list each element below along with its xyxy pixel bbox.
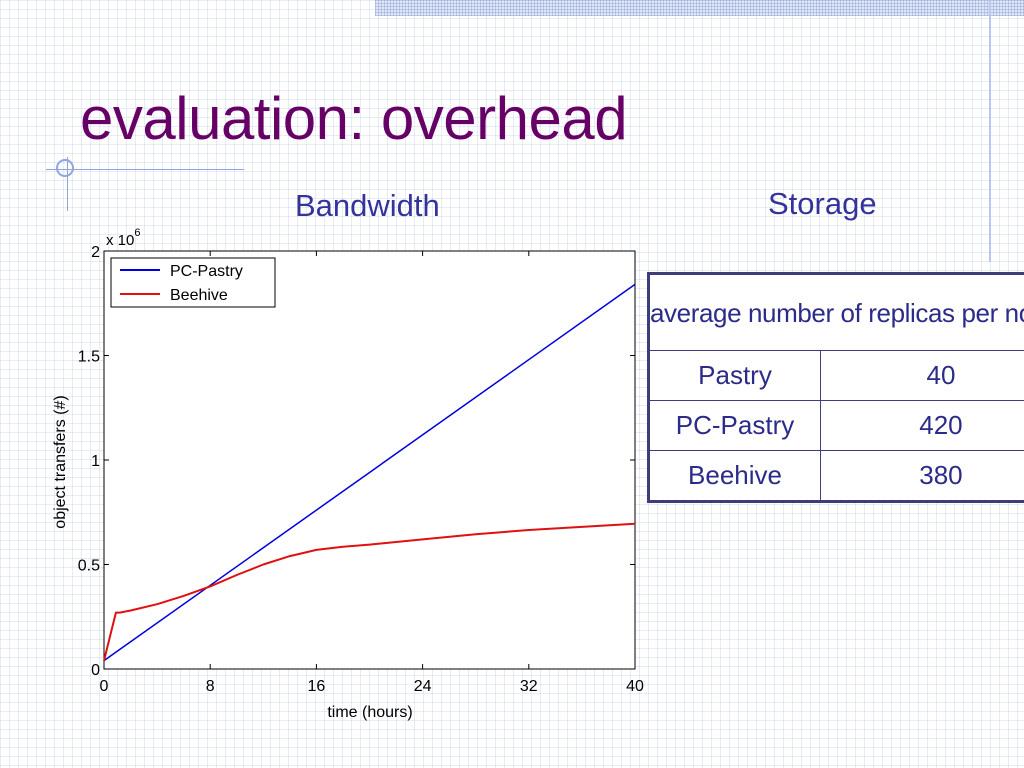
y-tick-label: 1.5: [78, 349, 100, 366]
storage-row-name: PC-Pastry: [648, 400, 821, 451]
table-row: Beehive 380: [648, 450, 1024, 502]
y-axis-label: object transfers (#): [52, 395, 69, 528]
storage-label: Storage: [768, 186, 877, 221]
right-decorative-rule: [989, 0, 991, 262]
table-row: Pastry 40: [648, 350, 1024, 401]
series-line-beehive: [103, 522, 636, 661]
chart-series: [103, 283, 636, 662]
storage-row-value: 40: [820, 350, 1024, 401]
y-tick-label: 0: [91, 662, 100, 679]
title-vertical-decoration: [67, 157, 68, 211]
top-decorative-band: [375, 0, 1024, 16]
storage-row-value: 380: [820, 450, 1024, 502]
y-tick-label: 1: [91, 453, 100, 470]
y-tick-label: 0.5: [78, 558, 100, 575]
y-axis-multiplier: x 106: [106, 227, 140, 249]
storage-table-header: average number of replicas per node: [648, 273, 1024, 351]
storage-table-header-row: average number of replicas per node: [648, 273, 1024, 351]
x-tick-label: 40: [626, 678, 644, 695]
series-line-pc-pastry: [103, 283, 636, 662]
bandwidth-label: Bandwidth: [295, 188, 440, 223]
chart-legend: PC-Pastry Beehive: [110, 257, 276, 308]
y-tick-label: 2: [91, 244, 100, 261]
table-row: PC-Pastry 420: [648, 400, 1024, 451]
x-tick-label: 32: [520, 678, 538, 695]
x-axis-label: time (hours): [327, 704, 412, 721]
slide-title: evaluation: overhead: [80, 85, 628, 152]
legend-box: [110, 257, 276, 308]
x-tick-label: 8: [206, 678, 215, 695]
storage-table: average number of replicas per node Past…: [647, 272, 1024, 503]
storage-row-name: Beehive: [648, 450, 821, 502]
legend-label-pc-pastry: PC-Pastry: [170, 263, 243, 280]
storage-row-name: Pastry: [648, 350, 821, 401]
x-tick-label: 16: [308, 678, 326, 695]
x-tick-label: 24: [414, 678, 432, 695]
legend-label-beehive: Beehive: [170, 287, 228, 304]
x-tick-label: 0: [100, 678, 109, 695]
title-underline-decoration: [46, 169, 244, 170]
storage-row-value: 420: [820, 400, 1024, 451]
chart-plot-area: [103, 250, 636, 670]
title-ring-decoration: [56, 159, 74, 177]
chart-ticks: 0 8 16 24 32 40 0 0.5 1 1.5 2: [78, 244, 644, 695]
